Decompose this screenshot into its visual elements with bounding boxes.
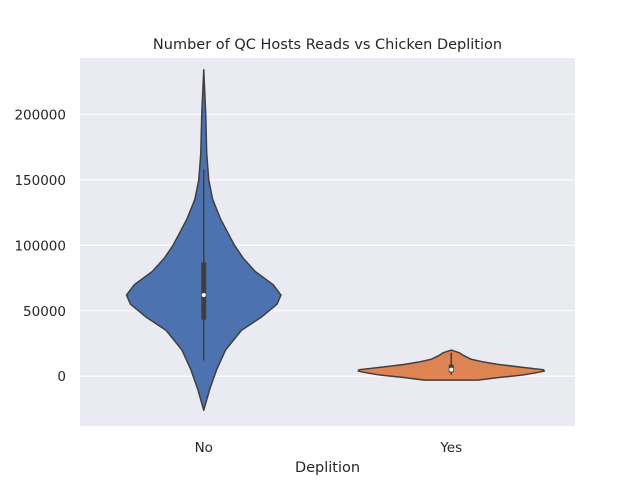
y-tick-labels: 0 50000 100000 150000 200000	[14, 107, 66, 385]
quartile-box	[201, 262, 207, 320]
x-tick-labels: No Yes	[195, 440, 463, 456]
median-dot	[449, 367, 454, 372]
chart-title: Number of QC Hosts Reads vs Chicken Depl…	[153, 37, 502, 53]
y-tick-label: 200000	[14, 107, 66, 123]
x-axis-label: Deplition	[295, 460, 360, 476]
y-tick-label: 150000	[14, 173, 66, 189]
x-tick-label: No	[195, 440, 213, 456]
y-tick-label: 50000	[23, 304, 66, 320]
violin-no	[125, 69, 282, 412]
x-tick-label: Yes	[439, 440, 462, 456]
violins	[125, 69, 546, 412]
median-dot	[201, 293, 206, 298]
y-tick-label: 0	[57, 369, 66, 385]
y-tick-label: 100000	[14, 238, 66, 254]
violin-yes	[357, 349, 546, 381]
